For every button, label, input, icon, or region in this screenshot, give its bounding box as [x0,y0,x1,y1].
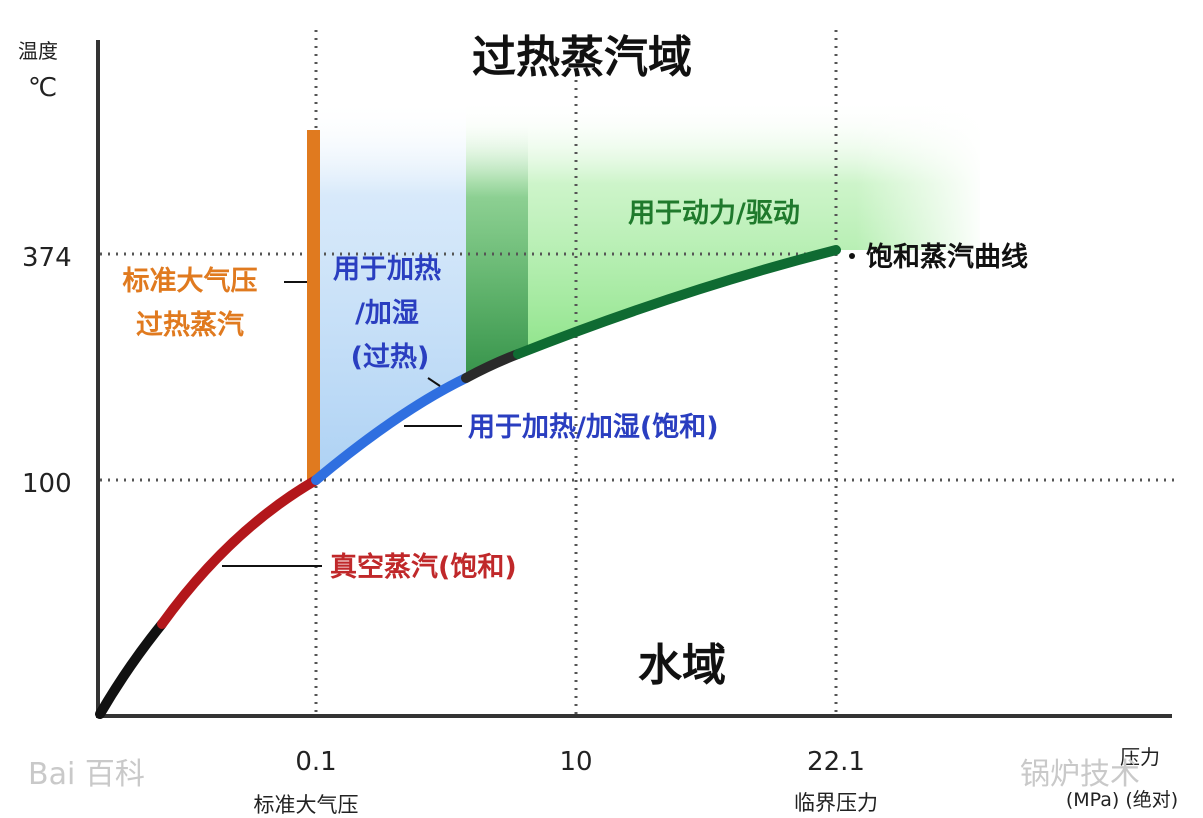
saturation-curve [95,245,841,719]
label-atm-superheat-line1: 标准大气压 [123,266,258,297]
label-heat-saturated: 用于加热/加湿(饱和) [468,412,719,443]
label-saturation-curve: 饱和蒸汽曲线 [866,242,1028,273]
x-tick-22.1-caption: 临界压力 [794,791,878,815]
y-axis-label-line2: ℃ [28,73,57,103]
curve-segment-green [513,245,841,359]
x-tick-0.1-caption: 标准大气压 [254,793,359,817]
watermark-right: 锅炉技术 [1020,757,1140,792]
leader-superheat-blue [427,377,441,387]
x-axis-label-line2: (MPa) (绝对) [1066,789,1178,811]
y-tick-100: 100 [22,469,72,499]
y-tick-374: 374 [22,243,72,273]
x-tick-0.1: 0.1 [295,747,336,777]
label-power-drive: 用于动力/驱动 [628,198,800,229]
label-heat-superheat-line2: /加湿 [355,298,419,329]
region-title-superheated: 过热蒸汽域 [472,32,692,83]
region-dark-band [466,120,528,378]
y-axis-label-line1: 温度 [18,39,58,63]
region-fade-right [466,100,986,260]
x-axis-label-line1: 压力 [1120,745,1160,769]
x-tick-10: 10 [559,747,592,777]
label-heat-superheat-line1: 用于加热 [333,254,441,285]
label-vacuum-steam: 真空蒸汽(饱和) [330,551,517,583]
saturation-curve-end-dot [849,253,855,259]
label-atm-superheat-line2: 过热蒸汽 [136,310,244,341]
x-tick-22.1: 22.1 [807,747,865,777]
curve-segment-red [157,475,321,629]
leader-lines [222,281,462,567]
curve-segment-blue [311,373,471,485]
region-superheated-heating [316,100,466,480]
atm-superheat-bar [307,130,320,482]
watermark-left: Bai 百科 [28,757,145,792]
label-heat-superheat-line3: (过热) [351,342,430,373]
region-title-water: 水域 [638,640,726,691]
curve-segment-black-low [95,619,167,719]
